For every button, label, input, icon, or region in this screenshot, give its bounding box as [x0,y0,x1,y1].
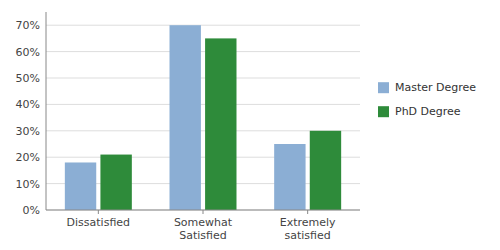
y-tick-label: 0% [23,204,40,217]
x-tick [203,210,204,214]
x-tick-label: SomewhatSatisfied [174,216,233,242]
x-tick-label: Dissatisfied [67,216,131,229]
grid-line [46,78,360,79]
y-tick-label: 30% [16,125,40,138]
bars [65,25,341,210]
bar [205,38,236,210]
x-tick-label: Extremelysatisfied [280,216,336,242]
bar [170,25,201,210]
legend-swatch [378,106,389,117]
y-axis-line [46,12,47,210]
bar [310,131,341,210]
legend-label: Master Degree [395,81,476,94]
legend-label: PhD Degree [395,105,461,118]
bar [274,144,305,210]
bar [100,155,131,210]
bar [65,162,96,210]
y-tick-label: 60% [16,46,40,59]
legend: Master Degree PhD Degree [378,81,476,118]
y-tick-label: 10% [16,178,40,191]
y-tick-label: 50% [16,72,40,85]
grid-line [46,25,360,26]
grid [46,25,360,210]
chart: 0% 10% 20% 30% 40% 50% 60% 70% Dissatisfied Somew… [0,0,500,250]
y-tick-label: 40% [16,98,40,111]
y-tick-label: 70% [16,19,40,32]
x-tick [98,210,99,214]
legend-swatch [378,82,389,93]
grid-line [46,104,360,105]
grid-line [46,51,360,52]
x-tick [307,210,308,214]
y-tick-label: 20% [16,151,40,164]
